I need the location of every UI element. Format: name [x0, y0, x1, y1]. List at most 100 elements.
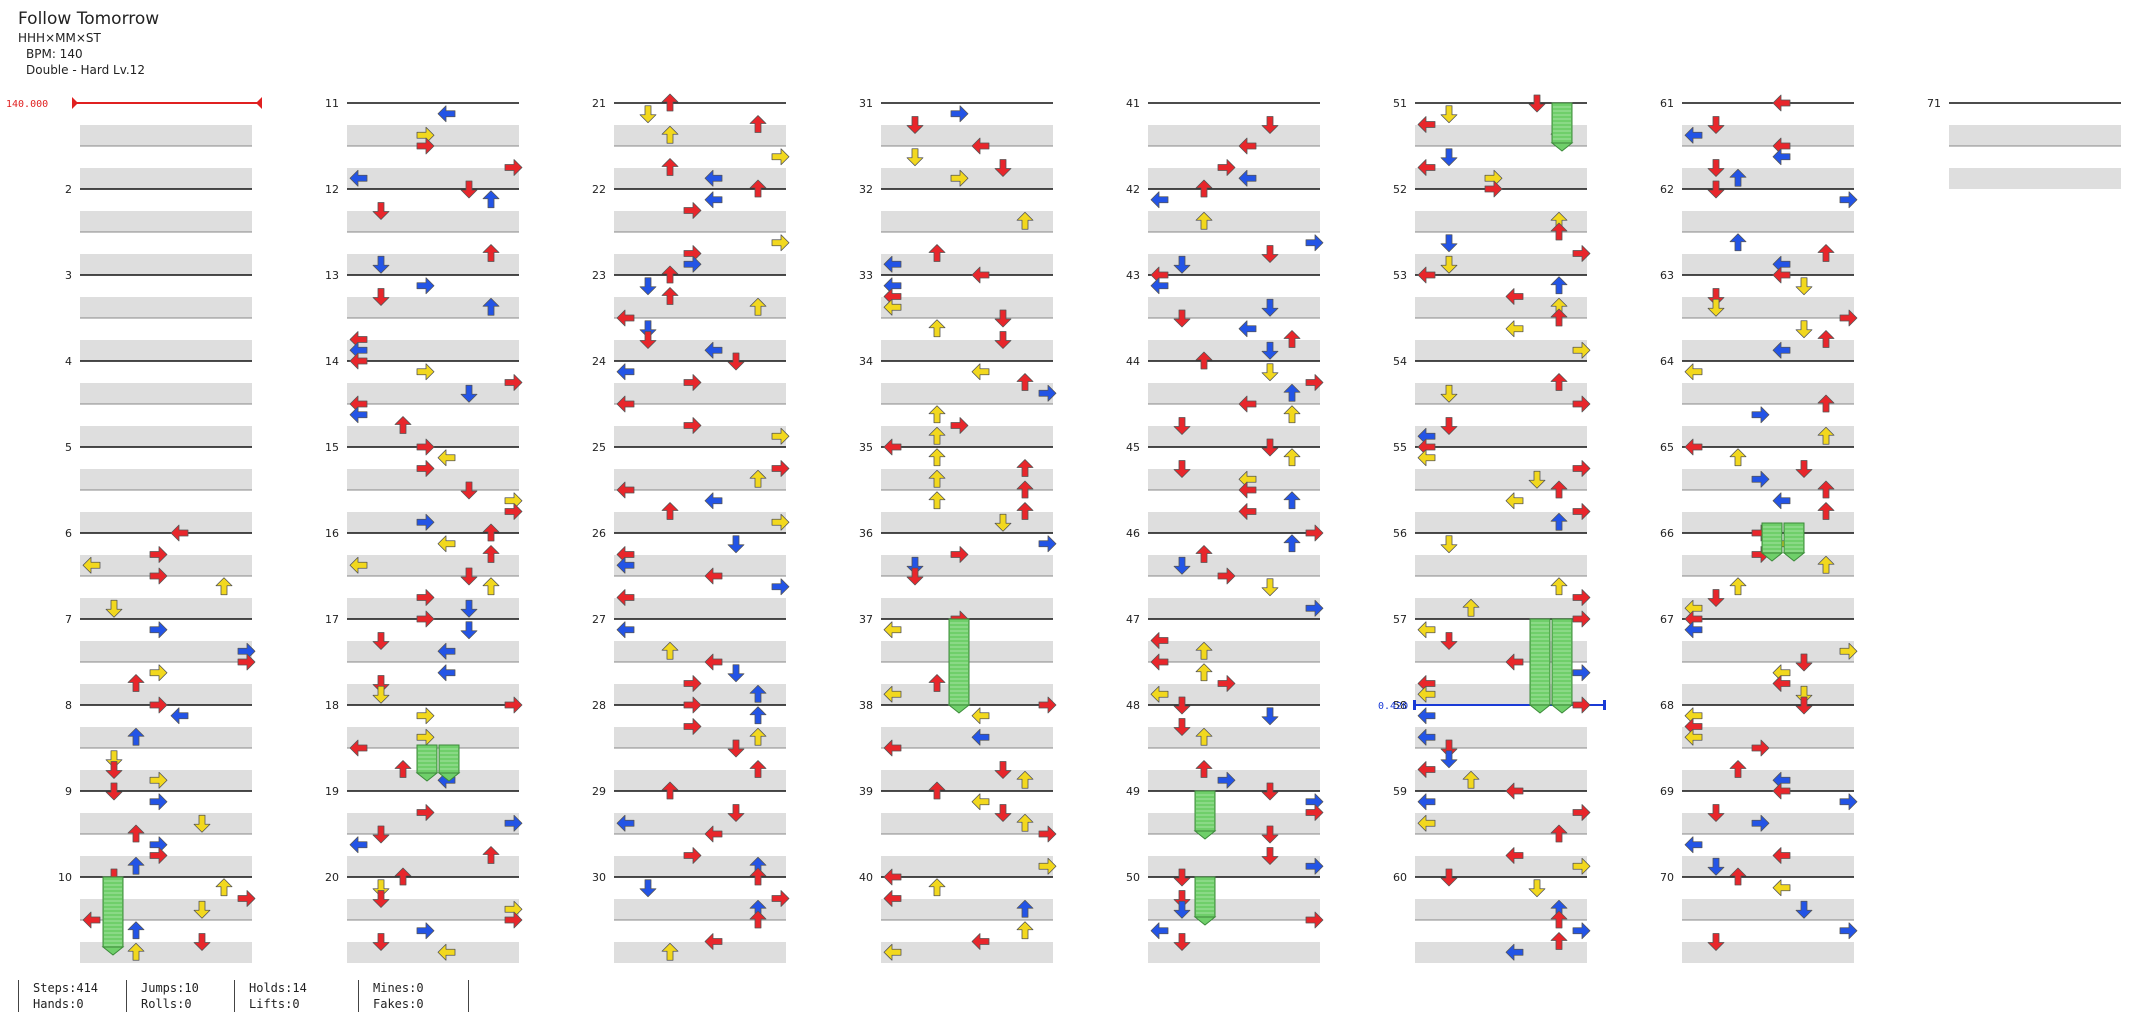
arrow-down — [639, 277, 657, 296]
measure-row-shade — [1682, 426, 1854, 447]
arrow-shape — [971, 793, 990, 811]
measure-25 — [614, 446, 786, 533]
arrow-up — [1729, 168, 1747, 187]
measure-row-shade — [1148, 684, 1320, 705]
arrow-right — [504, 374, 523, 391]
arrow-shape — [1173, 460, 1191, 478]
arrow-down — [1707, 804, 1725, 822]
arrow-left — [1772, 94, 1791, 112]
arrow-shape — [1684, 621, 1703, 639]
arrow-up — [928, 878, 946, 897]
arrow-down — [193, 814, 211, 833]
arrow-shape — [1217, 159, 1236, 176]
measure-row-shade — [614, 211, 786, 232]
arrow-down — [727, 664, 745, 683]
arrow-up — [928, 469, 946, 488]
measure-19 — [347, 790, 519, 877]
arrow-shape — [416, 137, 435, 155]
measure-row-shade — [1415, 254, 1587, 275]
arrow-shape — [1795, 900, 1813, 919]
difficulty-label: Double - Hard Lv.12 — [26, 63, 145, 77]
arrow-shape — [1417, 266, 1436, 284]
step-chart: 2345678910111213141516171819202122232425… — [6, 93, 2121, 963]
measure-row-shade — [347, 684, 519, 705]
arrow-shape — [1550, 222, 1568, 241]
measure-row-shade — [1148, 426, 1320, 447]
arrow-right — [504, 696, 523, 714]
measure-row-shade — [1415, 383, 1587, 404]
measure-row-shade — [347, 813, 519, 834]
arrow-shape — [1283, 491, 1301, 510]
arrow-down — [105, 750, 123, 769]
arrow-shape — [971, 137, 990, 155]
measure-row-shade — [80, 598, 252, 619]
arrow-left — [704, 933, 723, 950]
arrow-shape — [1195, 179, 1213, 198]
measure-row-shade — [1415, 512, 1587, 533]
arrow-up — [1016, 459, 1034, 477]
arrow-down — [1173, 696, 1191, 715]
arrow-up — [749, 297, 767, 316]
arrow-down — [1440, 535, 1458, 554]
arrow-down — [1795, 653, 1813, 672]
speed-marker-label: 0.420 — [1378, 701, 1408, 712]
arrow-right — [1572, 395, 1591, 413]
hold-body — [1551, 618, 1573, 706]
measure-number: 54 — [1393, 355, 1407, 368]
arrow-down — [1173, 460, 1191, 478]
measure-number: 58 — [1393, 699, 1407, 712]
arrow-shape — [994, 309, 1012, 328]
arrow-down — [906, 556, 924, 575]
arrow-up — [1462, 598, 1480, 617]
measure-row-shade — [881, 254, 1053, 275]
arrow-shape — [661, 158, 679, 176]
arrow-shape — [1016, 480, 1034, 499]
arrow-shape — [883, 943, 902, 961]
arrow-left — [1772, 847, 1791, 864]
measure-row-shade — [881, 856, 1053, 877]
arrow-right — [1751, 739, 1770, 757]
measure-row-shade — [1148, 598, 1320, 619]
arrow-shape — [1150, 632, 1169, 649]
arrow-shape — [1417, 793, 1436, 811]
arrow-right — [1305, 234, 1324, 252]
arrow-shape — [883, 685, 902, 703]
measure-row-shade — [614, 727, 786, 748]
measure-number: 33 — [859, 269, 873, 282]
arrow-shape — [1729, 448, 1747, 467]
arrow-down — [1440, 868, 1458, 887]
measure-number: 40 — [859, 871, 873, 884]
arrow-up — [1729, 867, 1747, 886]
arrow-shape — [193, 814, 211, 833]
arrow-shape — [394, 760, 412, 778]
measure-number: 22 — [592, 183, 606, 196]
bpm-label: BPM: 140 — [26, 47, 83, 61]
arrow-shape — [1238, 503, 1257, 520]
measure-66 — [1682, 532, 1854, 619]
arrow-down — [460, 481, 478, 500]
arrow-down — [1173, 718, 1191, 736]
arrow-left — [1238, 169, 1257, 187]
measure-27 — [614, 618, 786, 705]
arrow-shape — [1707, 180, 1725, 199]
measure-row-shade — [614, 168, 786, 189]
arrow-down — [1440, 417, 1458, 435]
measure-row-shade — [614, 684, 786, 705]
arrow-shape — [683, 847, 702, 864]
arrow-right — [504, 492, 523, 510]
measure-row-shade — [80, 297, 252, 318]
arrow-shape — [1261, 116, 1279, 134]
measure-number: 44 — [1126, 355, 1140, 368]
arrow-left — [883, 943, 902, 961]
arrow-left — [971, 933, 990, 950]
arrow-right — [149, 793, 168, 811]
arrow-shape — [1417, 159, 1436, 176]
arrow-up — [394, 416, 412, 434]
arrow-down — [1173, 868, 1191, 887]
arrow-shape — [1283, 534, 1301, 553]
arrow-down — [1795, 696, 1813, 715]
arrow-shape — [1684, 438, 1703, 456]
arrow-left — [883, 621, 902, 639]
arrow-up — [1195, 179, 1213, 198]
arrow-shape — [193, 933, 211, 951]
